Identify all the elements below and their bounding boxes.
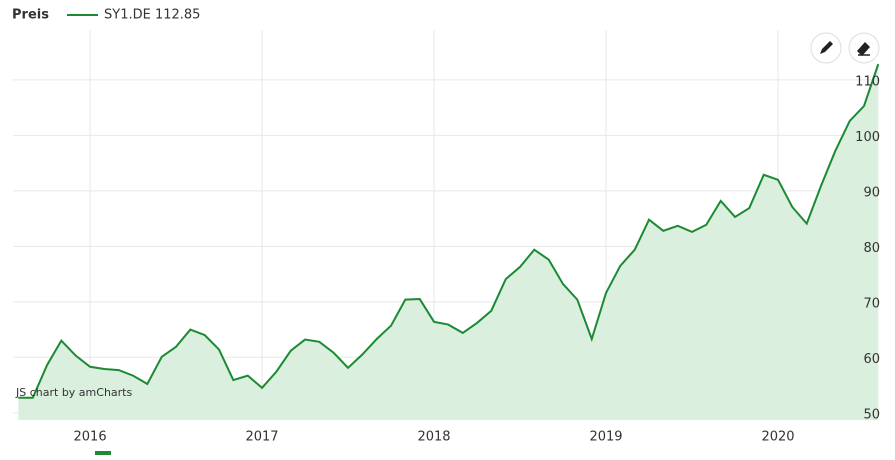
x-tick-label: 2018 <box>417 430 450 445</box>
y-tick-label: 50 <box>863 407 880 422</box>
x-tick-label: 2016 <box>74 430 107 445</box>
line <box>18 63 880 399</box>
x-tick-label: 2019 <box>589 430 622 445</box>
y-tick-label: 100 <box>855 130 880 145</box>
y-tick-label: 110 <box>855 74 880 89</box>
y-tick-label: 80 <box>863 241 880 256</box>
draw-button[interactable] <box>810 32 842 64</box>
erase-button[interactable] <box>848 32 880 64</box>
y-tick-label: 90 <box>863 185 880 200</box>
credit: JS chart by amCharts <box>15 386 132 399</box>
y-tick-label: 70 <box>863 296 880 311</box>
scrollbar-grip[interactable] <box>95 451 111 455</box>
area <box>18 64 879 420</box>
x-tick-label: 2017 <box>245 430 278 445</box>
x-tick-label: 2020 <box>761 430 794 445</box>
chart-title: Preis <box>12 8 49 23</box>
plot-area: 2016 2017 2018 2019 2020 50 60 70 80 90 100 110 <box>13 30 880 445</box>
legend-label[interactable]: SY1.DE 112.85 <box>104 8 200 23</box>
y-tick-label: 60 <box>863 352 880 367</box>
